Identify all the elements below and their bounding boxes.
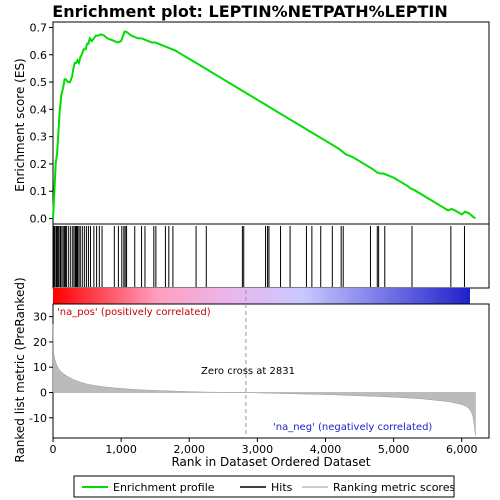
metric-y-tick-label: 20: [33, 336, 47, 349]
metric-panel: -10 0 10 20 30 0 1,000 2,000 3,000 4,000 5,000 6,0…: [13, 277, 490, 469]
legend-metric-label: Ranking metric scores: [333, 481, 455, 494]
es-y-tick-label: 0.2: [30, 158, 48, 171]
x-axis-label: Rank in Dataset Ordered Dataset: [171, 455, 370, 469]
neg-correlated-label: 'na_neg' (negatively correlated): [273, 422, 432, 433]
es-y-tick-label: 0.1: [30, 185, 48, 198]
es-y-tick-label: 0.7: [30, 21, 48, 34]
legend-enrichment-label: Enrichment profile: [113, 481, 215, 494]
legend-hits-label: Hits: [271, 481, 293, 494]
metric-panel-frame: [52, 303, 490, 439]
metric-y-tick-label: 30: [33, 311, 47, 324]
es-y-tick-label: 0.0: [30, 213, 48, 226]
metric-y-tick-label: -10: [29, 412, 47, 425]
es-y-tick-label: 0.4: [30, 103, 48, 116]
x-tick-label: 5,000: [378, 443, 410, 456]
es-panel-frame: [52, 21, 490, 225]
enrichment-profile-line: [52, 30, 477, 220]
zero-cross-label: Zero cross at 2831: [201, 366, 295, 377]
hit-lines: [53, 226, 465, 287]
metric-y-axis-label: Ranked list metric (PreRanked): [13, 277, 27, 462]
x-tick-label: 4,000: [310, 443, 342, 456]
x-tick-label: 1,000: [105, 443, 137, 456]
metric-y-tick-label: 0: [40, 386, 47, 399]
es-y-axis-label: Enrichment score (ES): [13, 58, 27, 191]
legend: Enrichment profile Hits Ranking metric s…: [73, 475, 455, 498]
es-y-tick-label: 0.5: [30, 76, 48, 89]
es-y-ticks: 0.0 0.1 0.2 0.3 0.4 0.5 0.6 0.7: [30, 21, 53, 226]
ranking-metric-area: [52, 324, 476, 436]
x-tick-label: 2,000: [174, 443, 206, 456]
metric-y-ticks: -10 0 10 20 30: [29, 311, 53, 425]
ranking-gradient-bar: [53, 288, 470, 304]
chart-title: Enrichment plot: LEPTIN%NETPATH%LEPTIN: [52, 2, 447, 21]
es-panel: 0.0 0.1 0.2 0.3 0.4 0.5 0.6 0.7 Enrichment scor…: [13, 21, 490, 226]
es-y-tick-label: 0.3: [30, 131, 48, 144]
x-tick-label: 6,000: [446, 443, 478, 456]
es-y-tick-label: 0.6: [30, 49, 48, 62]
x-ticks: 0 1,000 2,000 3,000 4,000 5,000 6,000: [50, 438, 478, 456]
hits-panel: [52, 223, 490, 304]
x-tick-label: 3,000: [242, 443, 274, 456]
metric-y-tick-label: 10: [33, 361, 47, 374]
pos-correlated-label: 'na_pos' (positively correlated): [57, 307, 211, 318]
x-tick-label: 0: [50, 443, 57, 456]
